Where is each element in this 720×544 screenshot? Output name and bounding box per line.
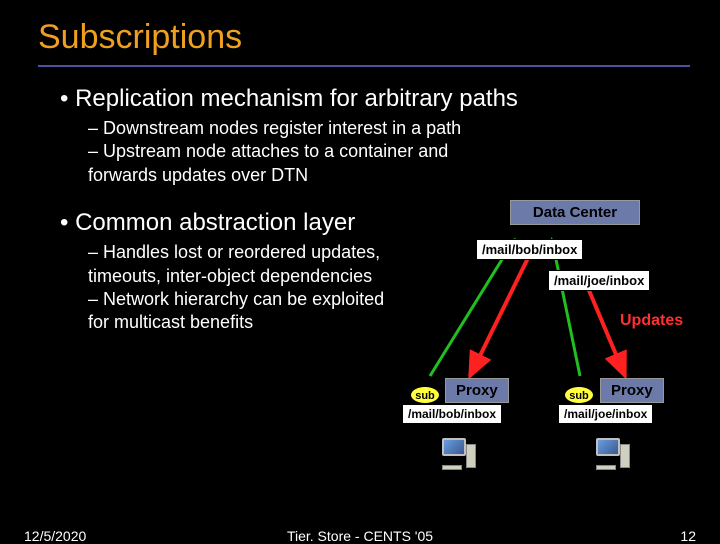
- bullet-1-sub-2: Upstream node attaches to a container an…: [88, 140, 468, 187]
- footer-center: Tier. Store - CENTS '05: [0, 528, 720, 544]
- path-box-1: /mail/bob/inbox: [476, 239, 583, 260]
- updates-label: Updates: [620, 312, 683, 330]
- sub-oval-2: sub: [564, 386, 594, 404]
- slide-title: Subscriptions: [0, 0, 720, 65]
- bullet-2-sub-2: Network hierarchy can be exploited for m…: [88, 288, 408, 335]
- proxy-box-2: Proxy: [600, 378, 664, 403]
- bullet-2-sub-1: Handles lost or reordered updates, timeo…: [88, 241, 448, 288]
- path-box-4: /mail/joe/inbox: [558, 404, 653, 424]
- bullet-1: Replication mechanism for arbitrary path…: [60, 85, 720, 113]
- path-box-2: /mail/joe/inbox: [548, 270, 650, 291]
- diagram: Data Center /mail/bob/inbox /mail/joe/in…: [420, 200, 700, 480]
- sub-oval-1: sub: [410, 386, 440, 404]
- datacenter-box: Data Center: [510, 200, 640, 225]
- computer-icon-1: [438, 438, 474, 470]
- proxy-box-1: Proxy: [445, 378, 509, 403]
- footer-page: 12: [680, 528, 696, 544]
- computer-icon-2: [592, 438, 628, 470]
- bullet-1-sub-1: Downstream nodes register interest in a …: [88, 117, 720, 140]
- path-box-3: /mail/bob/inbox: [402, 404, 502, 424]
